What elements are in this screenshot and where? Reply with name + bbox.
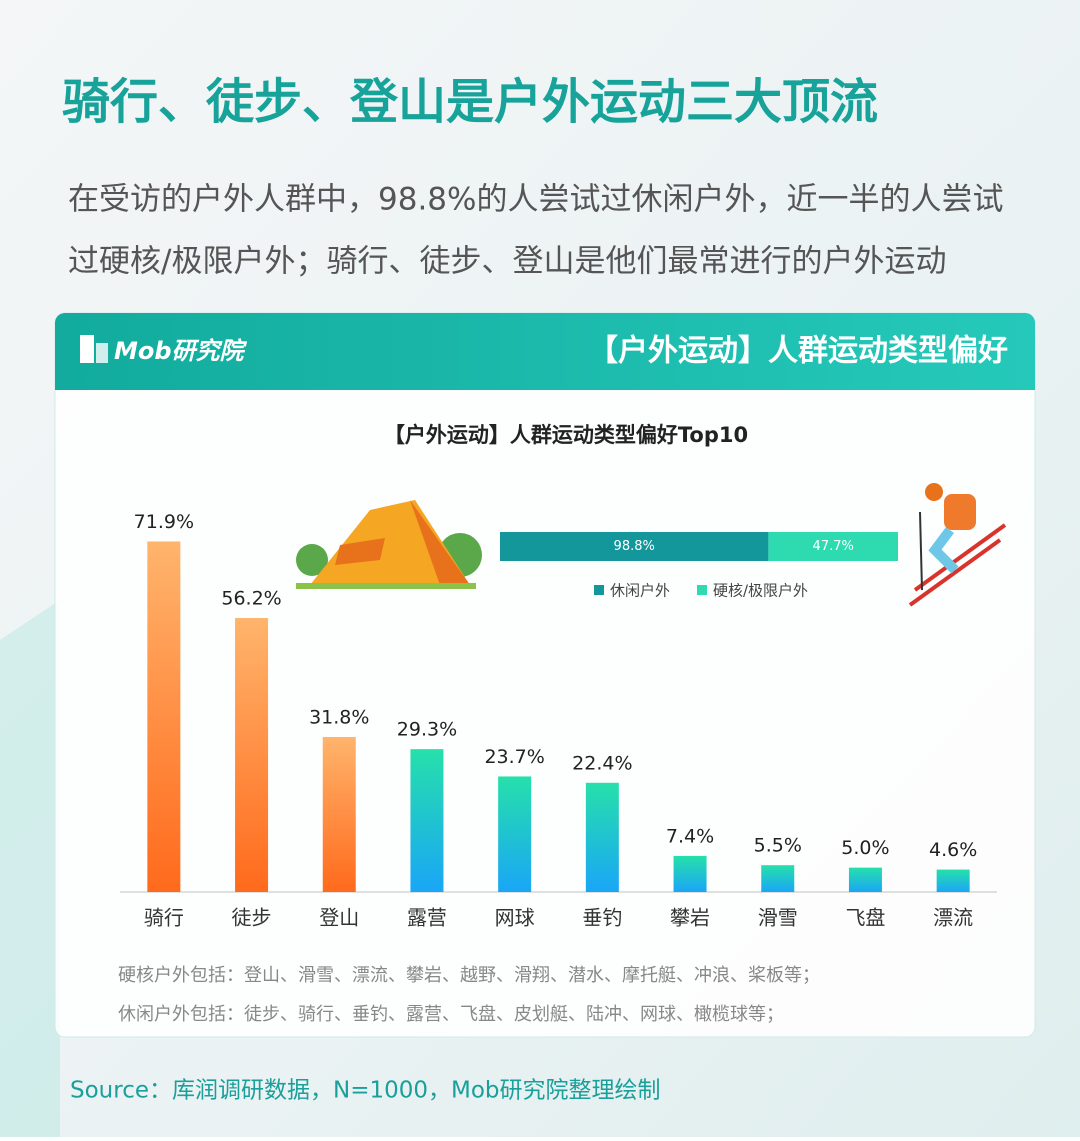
source: Source：库润调研数据，N=1000，Mob研究院整理绘制 (70, 1078, 661, 1104)
chart-title: 【户外运动】人群运动类型偏好Top10 (384, 423, 748, 447)
skier-illustration (908, 483, 1007, 607)
bar (322, 736, 356, 892)
x-tick-label: 飞盘 (845, 906, 885, 930)
value-label: 56.2% (221, 588, 281, 610)
value-label: 4.6% (929, 839, 977, 861)
x-tick-label: 登山 (319, 906, 359, 930)
bar (498, 776, 532, 892)
panel (54, 312, 1036, 1038)
page-title: 骑行、徒步、登山是户外运动三大顶流 (62, 74, 878, 130)
note: 休闲户外包括：徒步、骑行、垂钓、露营、飞盘、皮划艇、陆冲、网球、橄榄球等； (118, 1004, 784, 1025)
value-label: 47.7% (813, 539, 854, 554)
bar-segment (500, 532, 769, 561)
subtitle: 过硬核/极限户外；骑行、徒步、登山是他们最常进行的户外运动 (68, 244, 946, 280)
legend-swatch (594, 585, 604, 595)
x-tick-label: 垂钓 (582, 906, 622, 930)
legend-swatch (697, 585, 707, 595)
x-tick-label: 露营 (407, 906, 447, 930)
bar (673, 855, 707, 892)
value-label: 98.8% (614, 539, 655, 554)
value-label: 31.8% (309, 706, 369, 728)
x-tick-label: 骑行 (144, 906, 184, 930)
subtitle: 在受访的户外人群中，98.8%的人尝试过休闲户外，近一半的人尝试 (68, 182, 1003, 218)
legend-label: 硬核/极限户外 (713, 582, 808, 600)
tent-illustration (296, 500, 482, 589)
x-tick-label: 攀岩 (670, 906, 710, 930)
value-label: 71.9% (134, 511, 194, 533)
value-label: 5.5% (754, 835, 802, 857)
bar-segment (768, 532, 898, 561)
note: 硬核户外包括：登山、滑雪、漂流、攀岩、越野、滑翔、潜水、摩托艇、冲浪、桨板等； (118, 965, 820, 986)
panel-header (55, 313, 1035, 390)
x-tick-label: 滑雪 (758, 906, 798, 930)
bar (761, 865, 795, 892)
charts: 【户外运动】人群运动类型偏好Top10 71.9% 骑行 56.2% 徒步 31.8% 登… (120, 423, 997, 930)
value-label: 7.4% (666, 825, 714, 847)
x-tick-label: 徒步 (232, 906, 272, 930)
bar (936, 869, 970, 892)
bar (585, 782, 619, 892)
x-tick-label: 网球 (495, 906, 535, 930)
banner: 【户外运动】人群运动类型偏好 (588, 334, 1008, 369)
x-tick-label: 漂流 (933, 906, 973, 930)
legend-label: 休闲户外 (610, 582, 670, 600)
brand: Mob研究院 (114, 337, 248, 365)
value-label: 5.0% (841, 837, 889, 859)
bar (410, 749, 444, 892)
decor (0, 600, 60, 1137)
bar (147, 541, 181, 892)
value-label: 23.7% (484, 746, 544, 768)
bar (848, 867, 882, 892)
bar (235, 618, 269, 892)
logo (80, 335, 94, 363)
value-label: 22.4% (572, 752, 632, 774)
logo (96, 343, 108, 363)
value-label: 29.3% (397, 719, 457, 741)
